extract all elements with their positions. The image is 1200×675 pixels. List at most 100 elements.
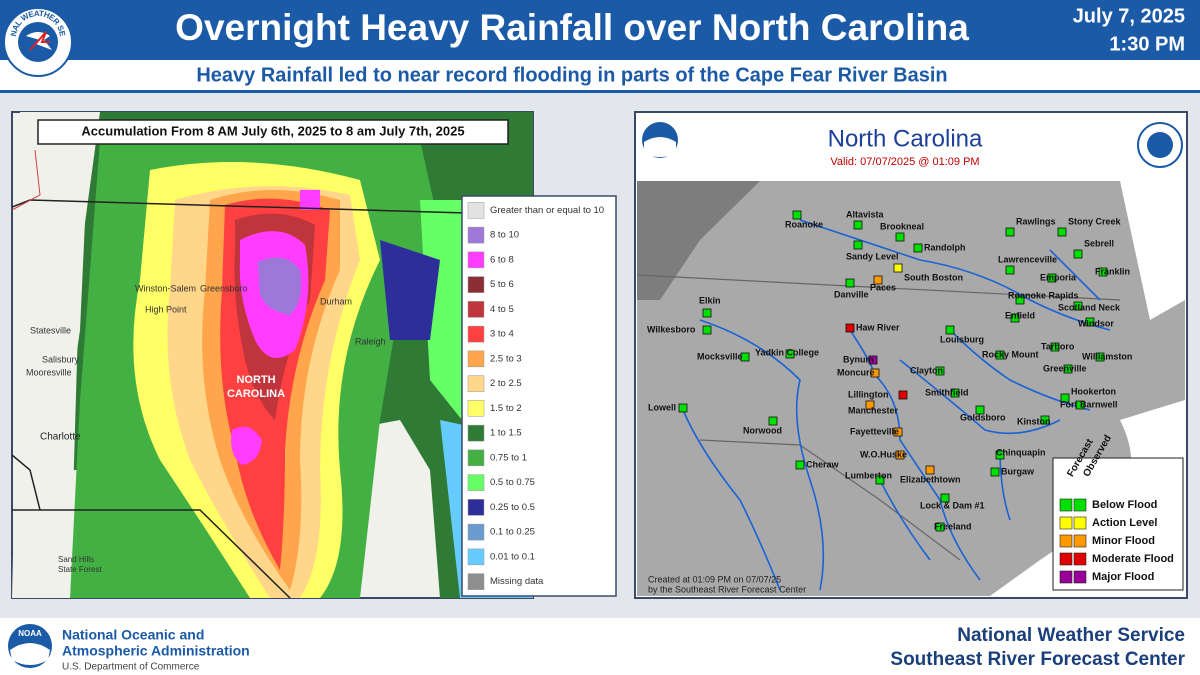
legend-label: 0.5 to 0.75 [490, 477, 535, 488]
gauge-marker [945, 325, 955, 335]
gauge-label: Roanoke Rapids [1008, 290, 1079, 300]
legend-label: 0.1 to 0.25 [490, 527, 535, 538]
gauge-marker [1060, 393, 1070, 403]
nws-logo-small [1137, 122, 1183, 168]
noaa-logo [642, 122, 678, 158]
place-label: Salisbury [42, 354, 80, 364]
legend-swatch [1059, 516, 1073, 530]
legend-swatch [467, 424, 485, 442]
legend-swatch [467, 548, 485, 566]
river-map-title: North Carolina [828, 125, 983, 152]
legend-label: 0.75 to 1 [490, 452, 527, 463]
noaa-footer-logo: NOAA [8, 624, 52, 668]
gauge-label: Burgaw [1001, 466, 1035, 476]
subtitle-band [0, 60, 1200, 92]
gauge-label: Haw River [856, 322, 900, 332]
gauge-marker [935, 522, 945, 532]
gauge-label: Louisburg [940, 334, 984, 344]
legend-label: 0.01 to 0.1 [490, 551, 535, 562]
gauge-marker [792, 210, 802, 220]
gauge-marker [895, 232, 905, 242]
gauges: Roanoke Altavista Brookneal Sandy Level Rand… [647, 209, 1132, 532]
place-label: CAROLINA [227, 388, 285, 400]
gauge-marker [1098, 267, 1108, 277]
gauge-marker [995, 350, 1005, 360]
gauge-label: Franklin [1095, 266, 1130, 276]
gauge-label: Lillington [848, 389, 889, 399]
gauge-label: Lowell [648, 402, 676, 412]
legend-label: Action Level [1092, 517, 1157, 529]
subtitle: Heavy Rainfall led to near record floodi… [196, 64, 947, 86]
gauge-marker [893, 427, 903, 437]
legend-swatch [467, 301, 485, 318]
gauge-marker [740, 352, 750, 362]
place-label: Raleigh [355, 336, 386, 346]
legend-label: 0.25 to 0.5 [490, 502, 535, 513]
gauge-label: Randolph [924, 242, 966, 252]
gauge-label: Yadkin College [755, 347, 819, 357]
legend-swatch [1059, 552, 1073, 566]
gauge-label: Altavista [846, 209, 885, 219]
place-label: State Forest [58, 565, 102, 574]
gauge-label: Chinquapin [996, 447, 1046, 457]
gauge-label: Emporia [1040, 272, 1077, 282]
noaa-wordmark: NOAA [18, 629, 42, 638]
legend-label: Missing data [490, 576, 544, 587]
credit-line: by the Southeast River Forecast Center [648, 584, 806, 594]
legend-label: Minor Flood [1092, 535, 1155, 547]
gauge-label: Kinston [1017, 416, 1051, 426]
rain-map: Accumulation From 8 AM July 6th, 2025 to… [11, 111, 617, 599]
gauge-label: South Boston [904, 272, 963, 282]
legend-label: 2 to 2.5 [490, 378, 522, 389]
department: U.S. Department of Commerce [62, 662, 200, 673]
gauge-marker [893, 263, 903, 273]
gauge-marker [875, 475, 885, 485]
gauge-marker [853, 240, 863, 250]
rain-legend-box [461, 195, 617, 597]
title: Overnight Heavy Rainfall over North Caro… [175, 7, 969, 48]
legend-swatch [467, 474, 485, 491]
place-label: Greensboro [200, 283, 248, 293]
place-label: Winston-Salem [135, 283, 196, 293]
gauge-label: Sandy Level [846, 251, 899, 261]
gauge-label: Smithfield [925, 387, 969, 397]
gauge-label: Moncure [837, 367, 875, 377]
legend-swatch [467, 202, 485, 219]
gauge-label: Bynum [843, 354, 874, 364]
gauge-label: Norwood [743, 425, 782, 435]
gauge-marker [1040, 415, 1050, 425]
time: 1:30 PM [1109, 33, 1185, 55]
legend-swatch [467, 400, 485, 417]
gauge-marker [898, 390, 908, 400]
gauge-marker [702, 325, 712, 335]
legend-label: Below Flood [1092, 499, 1157, 511]
gauge-marker [785, 349, 795, 359]
gauge-label: Mocksville [697, 351, 743, 361]
legend-swatch [1073, 552, 1087, 566]
legend-swatch [1073, 498, 1087, 512]
gauge-label: Sebrell [1084, 238, 1114, 248]
legend-swatch [467, 499, 485, 516]
gauge-marker [1050, 342, 1060, 352]
rain-legend: Greater than or equal to 10 8 to 10 6 to 8… [467, 202, 604, 590]
gauge-marker [1057, 227, 1067, 237]
legend-swatch [467, 449, 485, 467]
gauge-label: Manchester [848, 405, 899, 415]
gauge-label: Danville [834, 289, 869, 299]
gauge-label: Roanoke [785, 219, 823, 229]
gauge-marker [1075, 400, 1085, 410]
legend-swatch [1073, 534, 1087, 548]
gauge-marker [1085, 317, 1095, 327]
gauge-marker [1063, 364, 1073, 374]
gauge-marker [1095, 352, 1105, 362]
gauge-marker [853, 220, 863, 230]
gauge-marker [940, 493, 950, 503]
gauge-label: Greenville [1043, 363, 1087, 373]
gauge-marker [795, 460, 805, 470]
gauge-marker [1047, 273, 1057, 283]
gauge-marker [1005, 227, 1015, 237]
legend-label: 6 to 8 [490, 254, 514, 265]
gauge-marker [913, 243, 923, 253]
gauge-marker [768, 416, 778, 426]
